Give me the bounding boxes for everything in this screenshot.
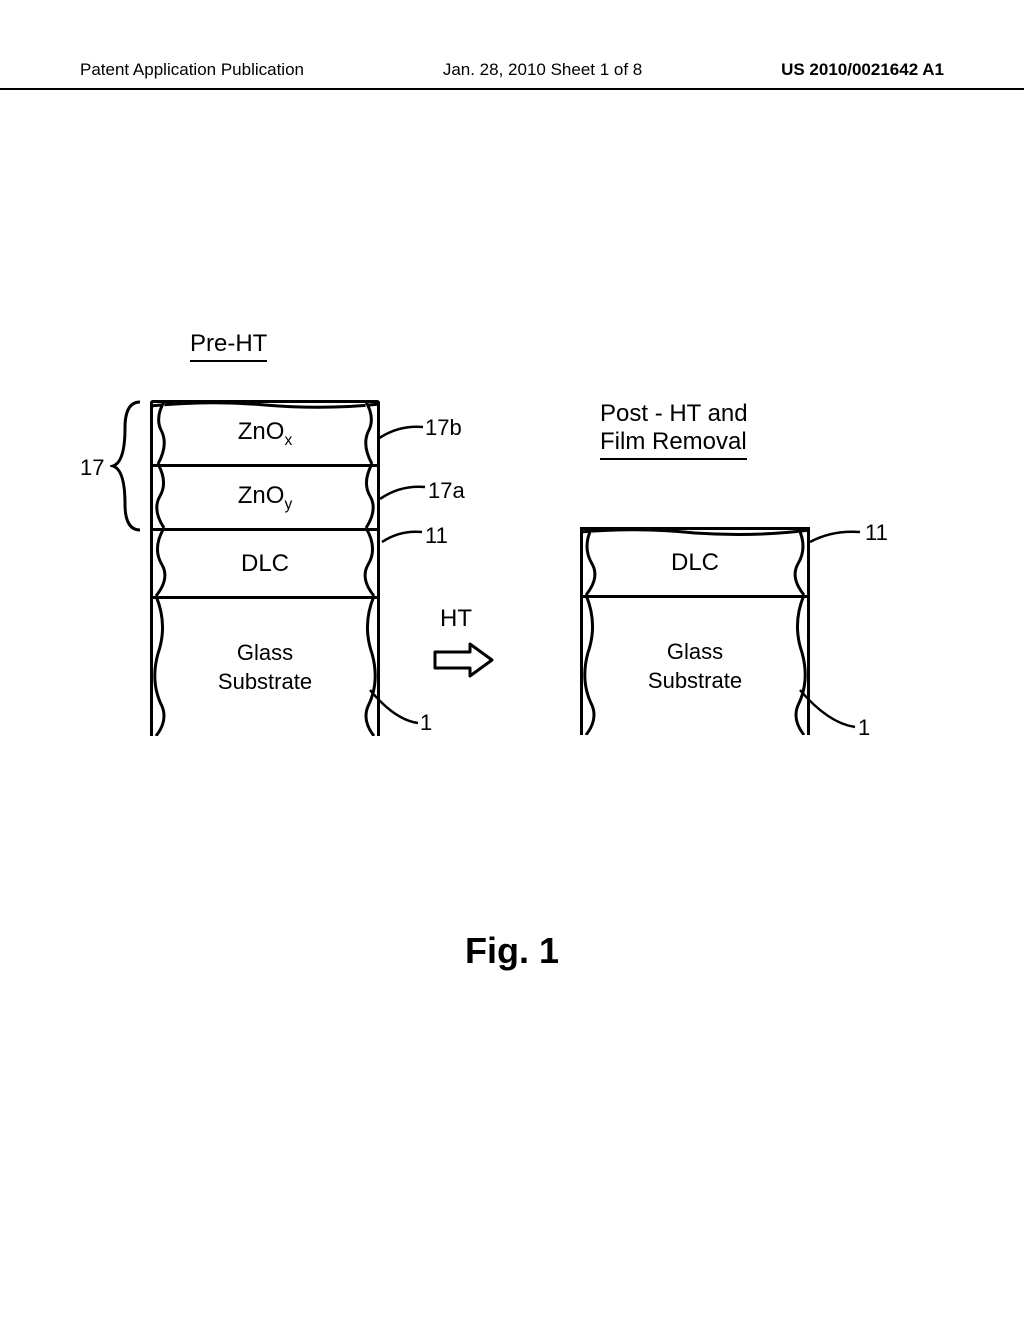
layer-substrate-right-text: Glass Substrate	[648, 638, 742, 695]
brace-callout: 17	[80, 455, 104, 481]
lead-11-right	[810, 530, 870, 548]
ht-label: HT	[440, 605, 472, 633]
post-ht-line2: Film Removal	[600, 428, 747, 460]
callout-1-right: 1	[858, 715, 870, 741]
layer-dlc-right-text: DLC	[671, 549, 719, 577]
pre-ht-label: Pre-HT	[190, 330, 267, 362]
layer-dlc-right: DLC	[580, 527, 810, 595]
layer-zno-y: ZnOy	[150, 464, 380, 528]
post-ht-label: Post - HT and Film Removal	[600, 400, 748, 460]
figure-caption: Fig. 1	[0, 930, 1024, 972]
layer-dlc-left: DLC	[150, 528, 380, 596]
brace-icon	[110, 398, 150, 534]
post-ht-line1: Post - HT and	[600, 400, 748, 427]
callout-11-left: 11	[425, 523, 448, 549]
right-stack: DLC Glass Substrate	[580, 527, 810, 735]
layer-substrate-left-text: Glass Substrate	[218, 639, 312, 696]
callout-17b: 17b	[425, 415, 462, 441]
header-center: Jan. 28, 2010 Sheet 1 of 8	[443, 60, 642, 80]
lead-1-right	[800, 685, 860, 730]
callout-11-right: 11	[865, 520, 888, 546]
callout-1-left: 1	[420, 710, 432, 736]
lead-1-left	[370, 685, 425, 725]
header-left: Patent Application Publication	[80, 60, 304, 80]
layer-zno-y-text: ZnOy	[238, 482, 292, 514]
layer-substrate-left: Glass Substrate	[150, 596, 380, 736]
header-right: US 2010/0021642 A1	[781, 60, 944, 80]
page-header: Patent Application Publication Jan. 28, …	[0, 60, 1024, 90]
figure-1: Pre-HT Post - HT and Film Removal 17 ZnO…	[0, 330, 1024, 930]
layer-zno-x-text: ZnOx	[238, 418, 292, 450]
layer-dlc-left-text: DLC	[241, 550, 289, 578]
left-stack: ZnOx ZnOy DLC Glass Substrate	[150, 400, 380, 736]
callout-17a: 17a	[428, 478, 465, 504]
arrow-icon	[430, 640, 500, 680]
layer-zno-x: ZnOx	[150, 400, 380, 464]
layer-substrate-right: Glass Substrate	[580, 595, 810, 735]
